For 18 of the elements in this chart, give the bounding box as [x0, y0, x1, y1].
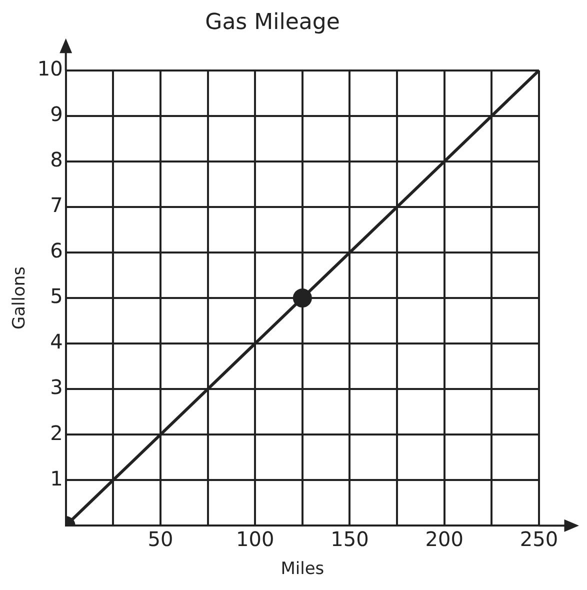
y-tick-label: 10	[37, 56, 63, 81]
y-tick-label: 7	[50, 193, 63, 218]
x-tick-label: 50	[148, 526, 174, 551]
x-tick-label: 250	[520, 526, 558, 551]
y-tick-label: 5	[50, 284, 63, 308]
y-tick-label: 4	[50, 330, 63, 354]
y-tick-label: 1	[50, 466, 63, 490]
y-tick-label: 9	[50, 102, 63, 126]
x-tick-label: 200	[425, 526, 464, 551]
y-tick-label: 8	[50, 148, 63, 172]
y-axis-title: Gallons	[10, 266, 30, 330]
x-axis-title: Miles	[280, 559, 324, 580]
chart-title: Gas Mileage	[205, 10, 340, 35]
x-tick-label: 100	[236, 526, 274, 551]
y-tick-label: 2	[50, 420, 63, 445]
y-tick-label: 3	[50, 375, 63, 400]
x-tick-label: 150	[330, 526, 369, 551]
y-tick-label: 6	[50, 238, 63, 263]
